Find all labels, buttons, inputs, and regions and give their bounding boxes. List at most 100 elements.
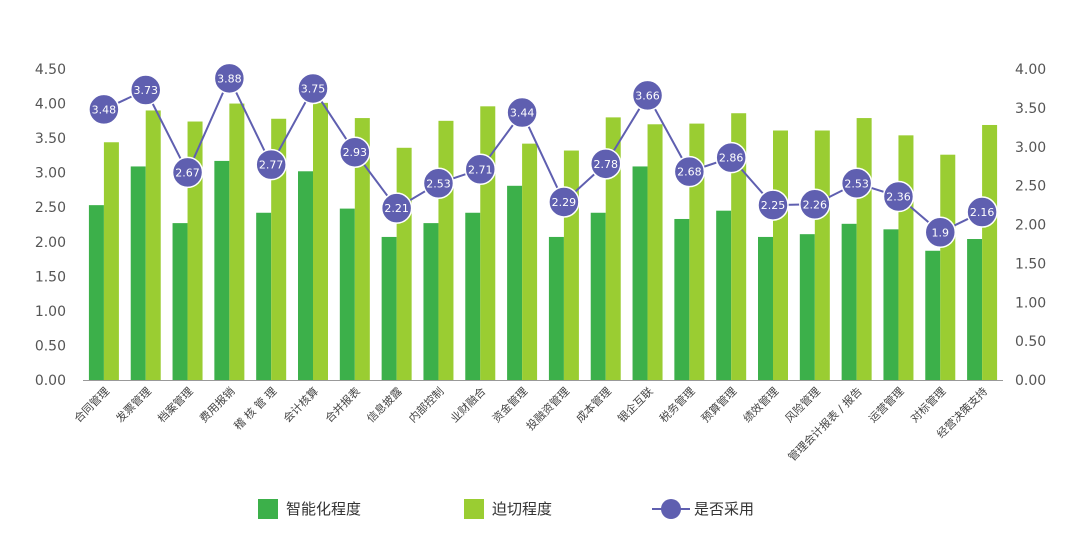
adoption-point	[213, 62, 246, 95]
category-labels: 合同管理 发票管理 档案管理 费用报销稽 核 管 理会计核算 合并报表 信息披露 内部控制业…	[71, 384, 990, 464]
bar-urgency	[229, 103, 245, 381]
legend-swatch-intelligence	[258, 499, 278, 519]
right-axis-tick-label: 1.50	[1015, 256, 1046, 272]
category-label: 发票管理	[113, 384, 154, 425]
right-axis: 0.00 0.50 1.00 1.50 2.00 2.50 3.00 3.50 4.00	[1015, 62, 1046, 389]
legend-label-adoption: 是否采用	[694, 500, 754, 518]
adoption-line	[103, 75, 983, 234]
adoption-point-label: 2.36	[886, 191, 911, 204]
adoption-point	[88, 93, 120, 126]
adoption-point-label: 3.73	[133, 84, 158, 97]
line-series-group: 3.48 3.73 2.67 3.88 2.77 3.75 2.93 2.21 2.53 2.71…	[88, 62, 998, 249]
category-label: 资金管理	[489, 384, 530, 425]
bar-intelligence	[841, 223, 857, 380]
right-axis-tick-label: 4.00	[1015, 62, 1046, 78]
bar-intelligence	[674, 218, 690, 380]
adoption-point-label: 2.53	[426, 177, 451, 190]
bar-urgency	[814, 130, 830, 380]
bar-intelligence	[632, 166, 648, 380]
category-label: 费用报销	[196, 384, 237, 425]
adoption-point	[464, 153, 497, 186]
bar-intelligence	[465, 212, 481, 380]
bar-intelligence	[423, 223, 439, 380]
adoption-point	[757, 189, 789, 221]
bar-intelligence	[967, 239, 983, 380]
bar-intelligence	[256, 212, 272, 380]
bar-intelligence	[214, 160, 230, 380]
bar-intelligence	[507, 185, 523, 380]
category-label: 成本管理	[573, 384, 614, 425]
adoption-point-label: 2.77	[259, 159, 284, 172]
adoption-point-label: 2.53	[844, 177, 869, 190]
left-axis-tick-label: 4.00	[35, 97, 66, 113]
adoption-point	[715, 141, 747, 174]
bar-urgency	[773, 130, 788, 380]
adoption-point-label: 3.75	[301, 82, 326, 95]
adoption-point-label: 2.86	[719, 152, 744, 165]
bar-urgency	[898, 135, 914, 380]
bar-intelligence	[130, 166, 146, 380]
bar-intelligence	[381, 236, 397, 380]
bar-intelligence	[925, 250, 941, 380]
left-axis-tick-label: 2.50	[35, 200, 66, 216]
bar-urgency	[354, 118, 370, 381]
legend-marker-adoption	[661, 499, 681, 519]
bar-intelligence	[716, 210, 732, 380]
bar-intelligence	[799, 234, 815, 380]
right-axis-tick-label: 3.50	[1015, 101, 1046, 117]
adoption-point-label: 3.44	[510, 107, 535, 120]
left-axis: 0.00 0.50 1.00 1.50 2.00 2.50 3.00 3.50 4.00 4.50	[35, 62, 66, 389]
bar-intelligence	[758, 236, 773, 380]
legend-label-urgency: 迫切程度	[492, 500, 552, 518]
bar-intelligence	[298, 171, 313, 380]
adoption-point-label: 2.93	[343, 146, 368, 159]
category-label: 业财融合	[447, 384, 488, 425]
category-label: 管理会计报表 / 报告	[785, 384, 865, 464]
adoption-point	[171, 156, 204, 189]
adoption-point	[631, 79, 664, 112]
bars-group	[88, 102, 998, 381]
adoption-point-label: 2.68	[677, 166, 702, 179]
adoption-point	[924, 216, 957, 249]
left-axis-tick-label: 1.50	[35, 269, 66, 285]
bar-urgency	[313, 102, 328, 380]
left-axis-tick-label: 3.50	[35, 131, 66, 147]
bar-urgency	[563, 150, 579, 380]
adoption-point	[966, 196, 998, 228]
adoption-point	[799, 188, 831, 221]
adoption-point-label: 2.29	[552, 196, 577, 209]
adoption-point	[380, 192, 413, 224]
adoption-point-label: 2.21	[384, 202, 409, 215]
bar-intelligence	[88, 205, 104, 380]
adoption-point-label: 2.78	[593, 158, 618, 171]
right-axis-tick-label: 2.00	[1015, 218, 1046, 234]
bar-urgency	[605, 117, 621, 380]
bar-urgency	[396, 147, 412, 380]
category-label: 税务管理	[656, 384, 697, 425]
adoption-point-label: 3.88	[217, 72, 242, 85]
category-label: 投融资管理	[523, 384, 572, 433]
adoption-point-label: 2.26	[803, 198, 828, 211]
bar-urgency	[940, 154, 956, 380]
bar-urgency	[647, 124, 663, 381]
bar-intelligence	[548, 236, 564, 380]
category-label: 信息披露	[364, 384, 405, 425]
adoption-point-label: 3.66	[635, 89, 660, 102]
adoption-point-label: 2.67	[175, 166, 200, 179]
adoption-point	[506, 96, 538, 129]
bar-urgency	[731, 113, 747, 380]
category-label: 合同管理	[71, 384, 112, 425]
left-axis-tick-label: 4.50	[35, 62, 66, 78]
adoption-point	[548, 186, 580, 218]
adoption-point	[339, 136, 371, 168]
adoption-point	[129, 74, 162, 106]
category-label: 风险管理	[782, 384, 823, 425]
adoption-point	[255, 148, 287, 181]
category-label: 预算管理	[698, 384, 739, 425]
category-label: 绩效管理	[740, 384, 781, 425]
adoption-point	[673, 155, 706, 188]
right-axis-tick-label: 3.00	[1015, 140, 1046, 156]
bar-intelligence	[172, 223, 188, 380]
